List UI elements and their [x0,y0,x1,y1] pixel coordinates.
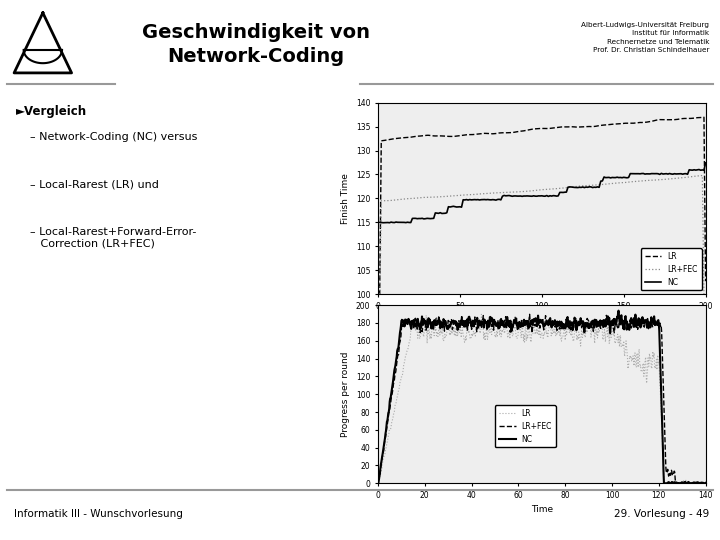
NC [423,324,432,330]
Line: LR+FEC: LR+FEC [378,176,706,430]
LR [374,454,382,461]
Text: – Network-Coding (NC) versus: – Network-Coding (NC) versus [16,132,197,143]
LR+FEC [613,325,622,332]
LR [374,479,382,485]
LR+FEC [423,316,432,323]
X-axis label: Nodes (sorted): Nodes (sorted) [508,316,575,326]
LR+FEC [427,321,436,327]
LR [613,339,622,346]
NC [374,219,382,226]
LR [508,333,517,340]
NC [701,480,710,486]
LR [423,326,432,333]
LR [375,296,384,302]
X-axis label: Time: Time [531,505,553,515]
LR [638,369,647,375]
Text: Network-Coding: Network-Coding [167,47,344,66]
NC [379,219,387,226]
NC [675,171,684,177]
Text: – Local-Rarest+Forward-Error-
       Correction (LR+FEC): – Local-Rarest+Forward-Error- Correction… [16,227,197,249]
LR [511,129,520,135]
LR [701,278,710,285]
LR+FEC [701,480,710,486]
NC [405,219,413,226]
LR [493,130,502,137]
NC [495,196,503,202]
Line: NC: NC [378,163,706,222]
Text: 29. Vorlesung - 49: 29. Vorlesung - 49 [614,509,709,519]
LR [551,124,559,131]
NC [513,193,521,199]
Line: NC: NC [378,310,706,483]
NC [613,315,622,321]
NC [427,325,436,332]
NC [614,307,623,314]
LR [403,134,412,141]
LR [477,311,486,318]
NC [375,219,384,226]
Y-axis label: Progress per round: Progress per round [341,352,351,437]
NC [552,193,561,199]
Text: – Local-Rarest (LR) und: – Local-Rarest (LR) und [16,180,158,190]
LR+FEC [551,186,559,192]
LR [700,114,708,120]
LR+FEC [673,175,682,181]
LR [673,116,682,123]
LR [654,358,663,365]
LR+FEC [511,188,520,195]
Text: Albert-Ludwigs-Universität Freiburg
Institut für Informatik
Rechnernetze und Tel: Albert-Ludwigs-Universität Freiburg Inst… [581,22,709,53]
LR+FEC [654,324,663,330]
LR+FEC [403,195,412,202]
LR+FEC [638,320,647,326]
Y-axis label: Finish Time: Finish Time [341,173,351,224]
LR+FEC [675,480,684,487]
LR+FEC [701,411,710,418]
Legend: LR, LR+FEC, NC: LR, LR+FEC, NC [641,248,702,291]
Line: LR: LR [378,314,706,483]
LR+FEC [374,479,382,485]
NC [654,321,663,327]
LR+FEC [375,312,384,319]
LR+FEC [493,190,502,196]
LR [662,480,670,487]
LR [427,336,436,342]
Legend: LR, LR+FEC, NC: LR, LR+FEC, NC [495,405,556,448]
LR+FEC [374,427,382,433]
NC [701,160,710,166]
Line: LR+FEC: LR+FEC [378,314,706,483]
Text: ►Vergleich: ►Vergleich [16,105,87,118]
NC [638,320,647,326]
NC [508,322,517,329]
Text: Geschwindigkeit von: Geschwindigkeit von [142,23,369,42]
NC [374,480,382,487]
Line: LR: LR [378,117,706,457]
LR+FEC [508,321,517,328]
LR [701,480,710,486]
LR+FEC [698,172,706,179]
Text: Informatik III - Wunschvorlesung: Informatik III - Wunschvorlesung [14,509,184,519]
LR+FEC [526,311,534,318]
